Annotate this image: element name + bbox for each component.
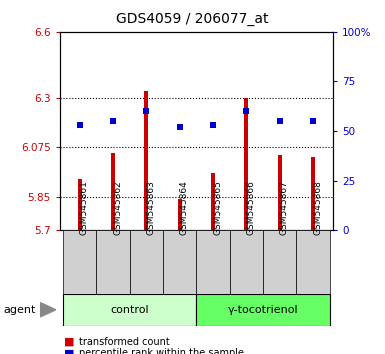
- Bar: [211, 173, 215, 230]
- Text: γ-tocotrienol: γ-tocotrienol: [228, 305, 298, 315]
- Bar: [96, 230, 130, 294]
- Point: [177, 124, 183, 130]
- Bar: [111, 153, 115, 230]
- Polygon shape: [40, 303, 56, 317]
- Bar: [63, 230, 96, 294]
- Bar: [263, 230, 296, 294]
- Text: GSM545864: GSM545864: [180, 181, 189, 235]
- Text: ■: ■: [64, 337, 74, 347]
- Point: [276, 118, 283, 124]
- Bar: [130, 230, 163, 294]
- Text: GDS4059 / 206077_at: GDS4059 / 206077_at: [116, 12, 269, 27]
- Point: [243, 108, 249, 114]
- Text: GSM545868: GSM545868: [313, 180, 322, 235]
- Point: [310, 118, 316, 124]
- Text: GSM545861: GSM545861: [80, 180, 89, 235]
- Point: [143, 108, 149, 114]
- Text: percentile rank within the sample: percentile rank within the sample: [79, 348, 244, 354]
- Text: control: control: [110, 305, 149, 315]
- Text: GSM545866: GSM545866: [246, 180, 255, 235]
- Text: ■: ■: [64, 348, 74, 354]
- Text: agent: agent: [4, 305, 36, 315]
- Bar: [230, 230, 263, 294]
- Bar: [78, 179, 82, 230]
- Bar: [178, 199, 182, 230]
- Text: GSM545862: GSM545862: [113, 181, 122, 235]
- Text: GSM545863: GSM545863: [146, 180, 155, 235]
- Bar: [163, 230, 196, 294]
- Bar: [196, 230, 230, 294]
- Text: transformed count: transformed count: [79, 337, 170, 347]
- Bar: [278, 155, 282, 230]
- Text: GSM545867: GSM545867: [280, 180, 289, 235]
- Point: [110, 118, 116, 124]
- Bar: [144, 91, 148, 230]
- Point: [210, 122, 216, 128]
- Text: GSM545865: GSM545865: [213, 180, 222, 235]
- Bar: [196, 294, 330, 326]
- Bar: [244, 98, 248, 230]
- Bar: [296, 230, 330, 294]
- Bar: [311, 158, 315, 230]
- Point: [77, 122, 83, 128]
- Bar: [63, 294, 196, 326]
